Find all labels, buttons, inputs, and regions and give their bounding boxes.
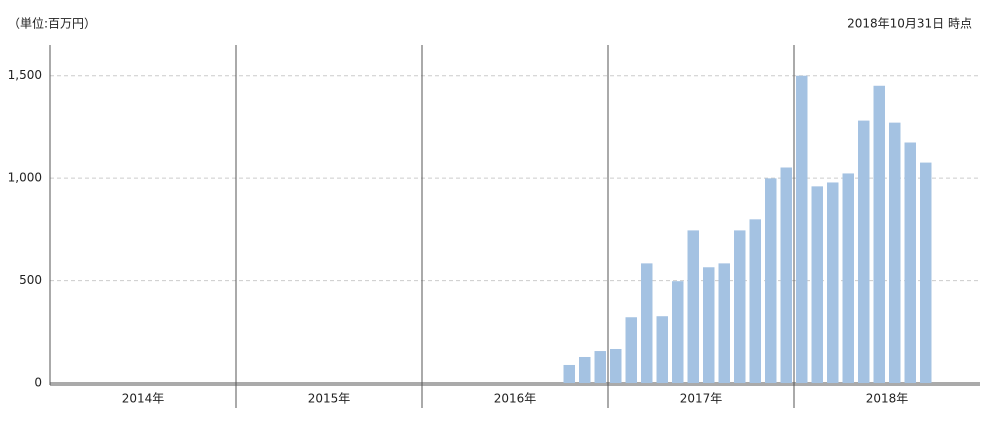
- group-label: 2015年: [308, 392, 351, 406]
- bar: [734, 230, 746, 383]
- y-tick-label: 500: [19, 273, 42, 287]
- bar: [563, 364, 575, 383]
- bar: [625, 317, 637, 383]
- bar: [811, 186, 823, 383]
- bar: [594, 351, 606, 383]
- bar: [610, 348, 622, 383]
- bar: [827, 182, 839, 383]
- y-tick-label: 1,500: [8, 68, 42, 82]
- group-label: 2016年: [494, 392, 537, 406]
- date-note: 2018年10月31日 時点: [847, 17, 972, 31]
- bar: [904, 142, 916, 383]
- bar: [579, 356, 591, 383]
- bar: [749, 219, 761, 383]
- y-tick-label: 1,000: [8, 171, 42, 185]
- bar: [672, 281, 684, 383]
- bar: [656, 316, 668, 383]
- y-tick-label: 0: [34, 376, 42, 390]
- bar: [780, 167, 792, 383]
- bar: [718, 263, 730, 383]
- bar: [889, 122, 901, 383]
- bar: [796, 75, 808, 384]
- group-label: 2018年: [866, 392, 909, 406]
- bar: [765, 178, 777, 383]
- bar: [842, 173, 854, 383]
- bar: [703, 267, 715, 383]
- unit-note: （単位:百万円）: [8, 16, 96, 31]
- bar: [873, 85, 885, 384]
- bar: [920, 162, 932, 383]
- group-label: 2014年: [122, 392, 165, 406]
- bar: [641, 263, 653, 383]
- bar: [687, 230, 699, 383]
- bar: [858, 120, 870, 384]
- group-label: 2017年: [680, 392, 723, 406]
